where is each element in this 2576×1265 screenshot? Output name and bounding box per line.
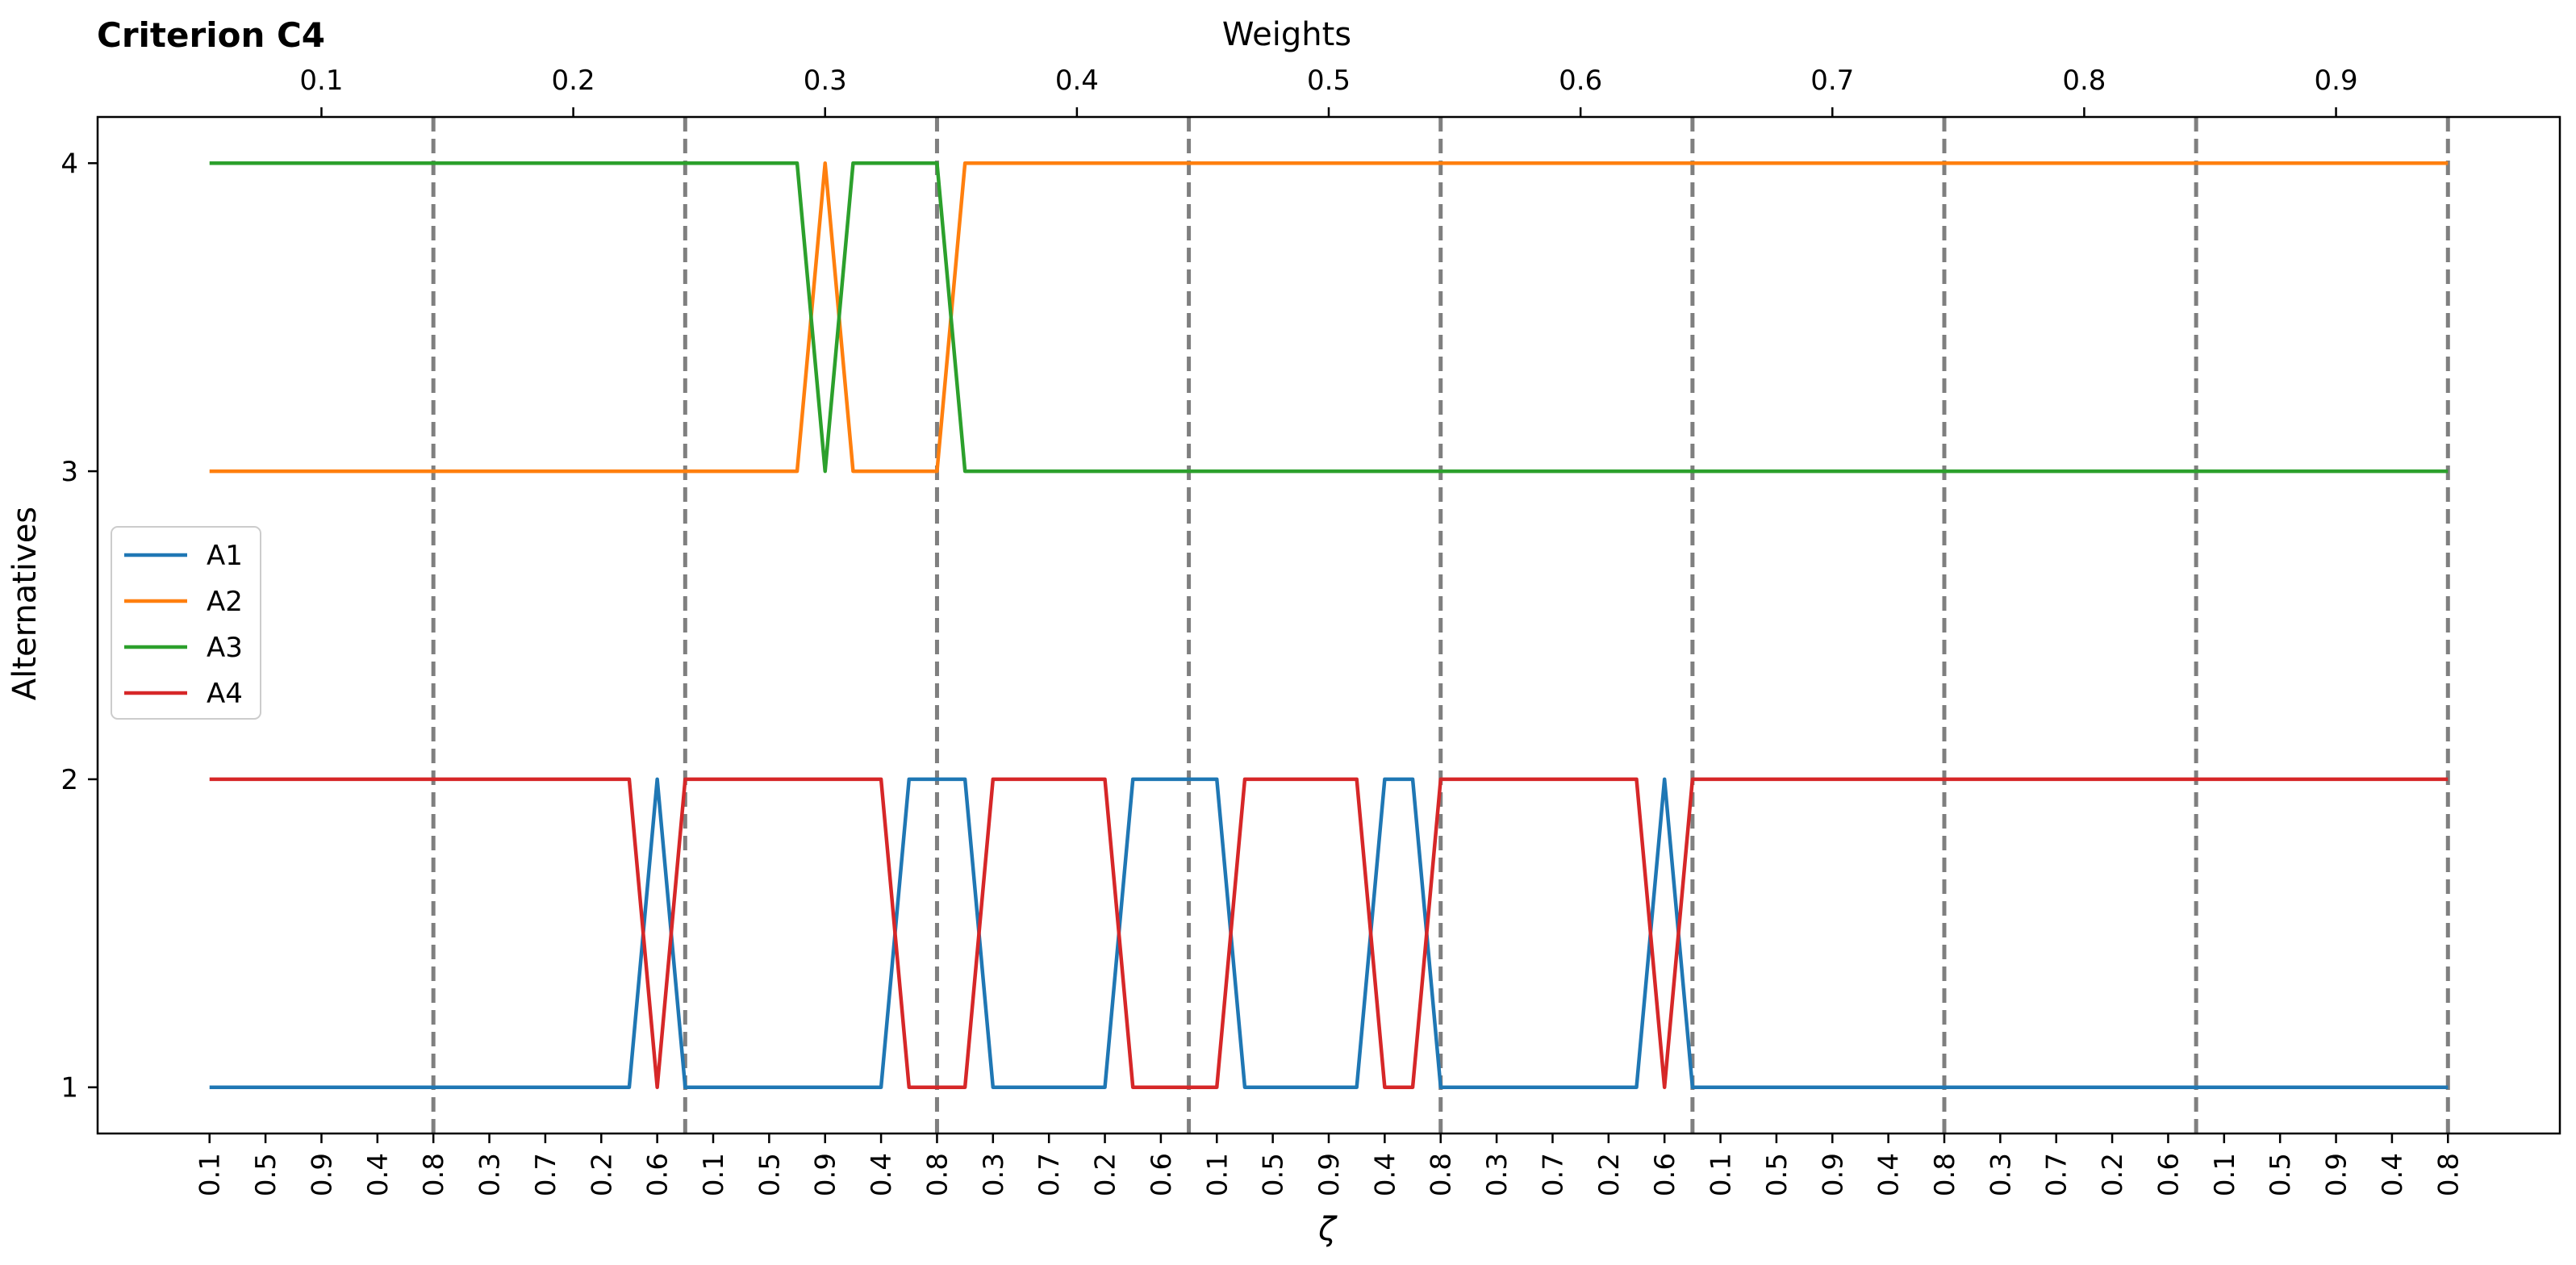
x-tick-label-48: 0.7	[1537, 1153, 1569, 1196]
series-lines	[209, 161, 2449, 1089]
x-tick-label-12: 0.7	[530, 1153, 562, 1196]
x-tick-label-70: 0.6	[2152, 1153, 2185, 1196]
x-tick-label-34: 0.6	[1146, 1153, 1178, 1196]
x-tick-label-62: 0.8	[1929, 1153, 1961, 1196]
legend-label-a1: A1	[207, 540, 243, 572]
weight-tick-label-2: 0.3	[804, 65, 847, 97]
x-tick-label-42: 0.4	[1369, 1153, 1401, 1196]
legend-frame	[111, 526, 261, 720]
x-tick-label-78: 0.4	[2377, 1153, 2409, 1196]
weight-tick-label-7: 0.8	[2062, 65, 2106, 97]
x-tick-label-10: 0.3	[474, 1153, 507, 1196]
x-tick-label-56: 0.5	[1761, 1153, 1793, 1196]
x-tick-label-0: 0.1	[194, 1153, 227, 1196]
y-axis-label: Alternatives	[6, 507, 44, 700]
plot-frame	[96, 115, 2561, 1135]
y-tick-label-2: 2	[61, 764, 78, 796]
legend-label-a3: A3	[207, 632, 243, 664]
y-tick-label-4: 4	[61, 148, 78, 180]
series-line-a4	[209, 777, 2449, 1089]
weight-tick-label-8: 0.9	[2315, 65, 2358, 97]
x-tick-label-8: 0.8	[418, 1153, 450, 1196]
x-tick-label-52: 0.6	[1649, 1153, 1681, 1196]
x-tick-label-4: 0.9	[306, 1153, 338, 1196]
x-tick-label-74: 0.5	[2265, 1153, 2297, 1196]
weight-tick-label-4: 0.5	[1307, 65, 1351, 97]
x-tick-label-20: 0.5	[754, 1153, 786, 1196]
x-tick-label-22: 0.9	[810, 1153, 842, 1196]
x-tick-label-66: 0.7	[2041, 1153, 2073, 1196]
y-tick-label-3: 3	[61, 456, 78, 488]
y-axis-ticks: 1 2 3 4	[61, 148, 98, 1104]
x-tick-label-6: 0.4	[362, 1153, 395, 1196]
top-axis-ticks: 0.1 0.2 0.3 0.4 0.5 0.6 0.7 0.8 0.9	[299, 65, 2358, 117]
x-tick-label-14: 0.2	[586, 1153, 618, 1196]
x-tick-label-26: 0.8	[921, 1153, 954, 1196]
x-tick-label-18: 0.1	[698, 1153, 730, 1196]
x-axis-ticks: 0.1 0.5 0.9 0.4 0.8 0.3 0.7 0.2 0.6 0.1 0.5 0.9 0.4 0…	[194, 1133, 2465, 1196]
x-tick-label-80: 0.8	[2432, 1153, 2465, 1196]
vertical-reference-lines	[431, 117, 2450, 1133]
x-tick-label-44: 0.8	[1426, 1153, 1458, 1196]
x-tick-label-28: 0.3	[978, 1153, 1010, 1196]
weight-tick-label-0: 0.1	[299, 65, 343, 97]
x-tick-label-30: 0.7	[1033, 1153, 1066, 1196]
series-line-a1	[209, 777, 2449, 1089]
series-line-a2	[209, 161, 2449, 474]
x-axis-label: ζ	[1317, 1211, 1338, 1248]
x-tick-label-16: 0.6	[642, 1153, 674, 1196]
x-tick-label-36: 0.1	[1201, 1153, 1234, 1196]
y-tick-label-1: 1	[61, 1072, 78, 1104]
x-tick-label-32: 0.2	[1090, 1153, 1122, 1196]
x-tick-label-58: 0.9	[1817, 1153, 1849, 1196]
x-tick-label-72: 0.1	[2209, 1153, 2241, 1196]
series-line-a3	[209, 161, 2449, 474]
legend: A1 A2 A3 A4	[111, 526, 261, 720]
chart-title: Criterion C4	[97, 15, 325, 55]
weight-tick-label-6: 0.7	[1810, 65, 1854, 97]
legend-label-a4: A4	[207, 678, 243, 710]
x-tick-label-54: 0.1	[1706, 1153, 1738, 1196]
legend-label-a2: A2	[207, 586, 243, 618]
x-tick-label-64: 0.3	[1985, 1153, 2017, 1196]
x-tick-label-76: 0.9	[2321, 1153, 2353, 1196]
weight-tick-label-1: 0.2	[552, 65, 595, 97]
x-tick-label-60: 0.4	[1873, 1153, 1906, 1196]
top-axis-label: Weights	[1222, 16, 1351, 53]
weight-tick-label-3: 0.4	[1055, 65, 1099, 97]
x-tick-label-40: 0.9	[1313, 1153, 1346, 1196]
x-tick-label-38: 0.5	[1258, 1153, 1290, 1196]
x-tick-label-24: 0.4	[866, 1153, 898, 1196]
weight-tick-label-5: 0.6	[1559, 65, 1602, 97]
x-tick-label-46: 0.3	[1481, 1153, 1513, 1196]
x-tick-label-68: 0.2	[2097, 1153, 2129, 1196]
x-tick-label-50: 0.2	[1593, 1153, 1626, 1196]
x-tick-label-2: 0.5	[250, 1153, 282, 1196]
